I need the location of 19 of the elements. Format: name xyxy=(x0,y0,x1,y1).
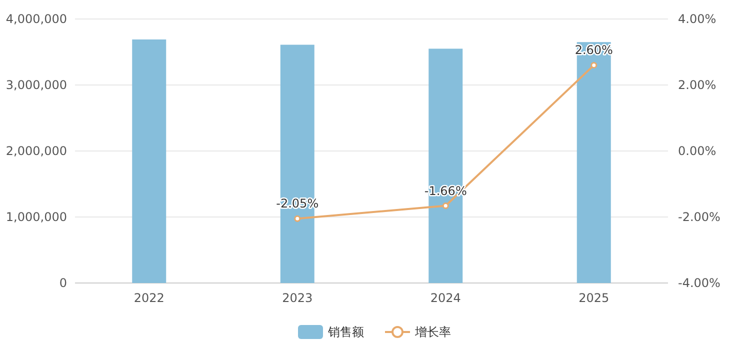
y-tick-label: 4,000,000 xyxy=(6,12,67,26)
point xyxy=(294,215,301,222)
y-tick-label: 1,000,000 xyxy=(6,210,67,224)
y2-tick-label: -2.00% xyxy=(678,210,720,224)
x-tick-label: 2022 xyxy=(134,291,164,305)
y-tick-label: 3,000,000 xyxy=(6,78,67,92)
y-tick-label: 0 xyxy=(59,276,67,290)
y2-tick-label: 2.00% xyxy=(678,78,716,92)
legend-label: 增长率 xyxy=(414,325,451,339)
point xyxy=(442,202,449,210)
y2-tick-label: 0.00% xyxy=(678,144,716,158)
legend-label: 销售额 xyxy=(327,325,364,339)
x-tick-label: 2025 xyxy=(578,291,610,305)
x-tick-label: 2023 xyxy=(282,291,313,305)
y-tick-label: 2,000,000 xyxy=(6,144,67,158)
x-tick-label: 2024 xyxy=(430,291,461,305)
point xyxy=(590,62,598,68)
y2-tick-label: 4.00% xyxy=(678,12,716,26)
y2-tick-label: -4.00% xyxy=(678,276,720,290)
